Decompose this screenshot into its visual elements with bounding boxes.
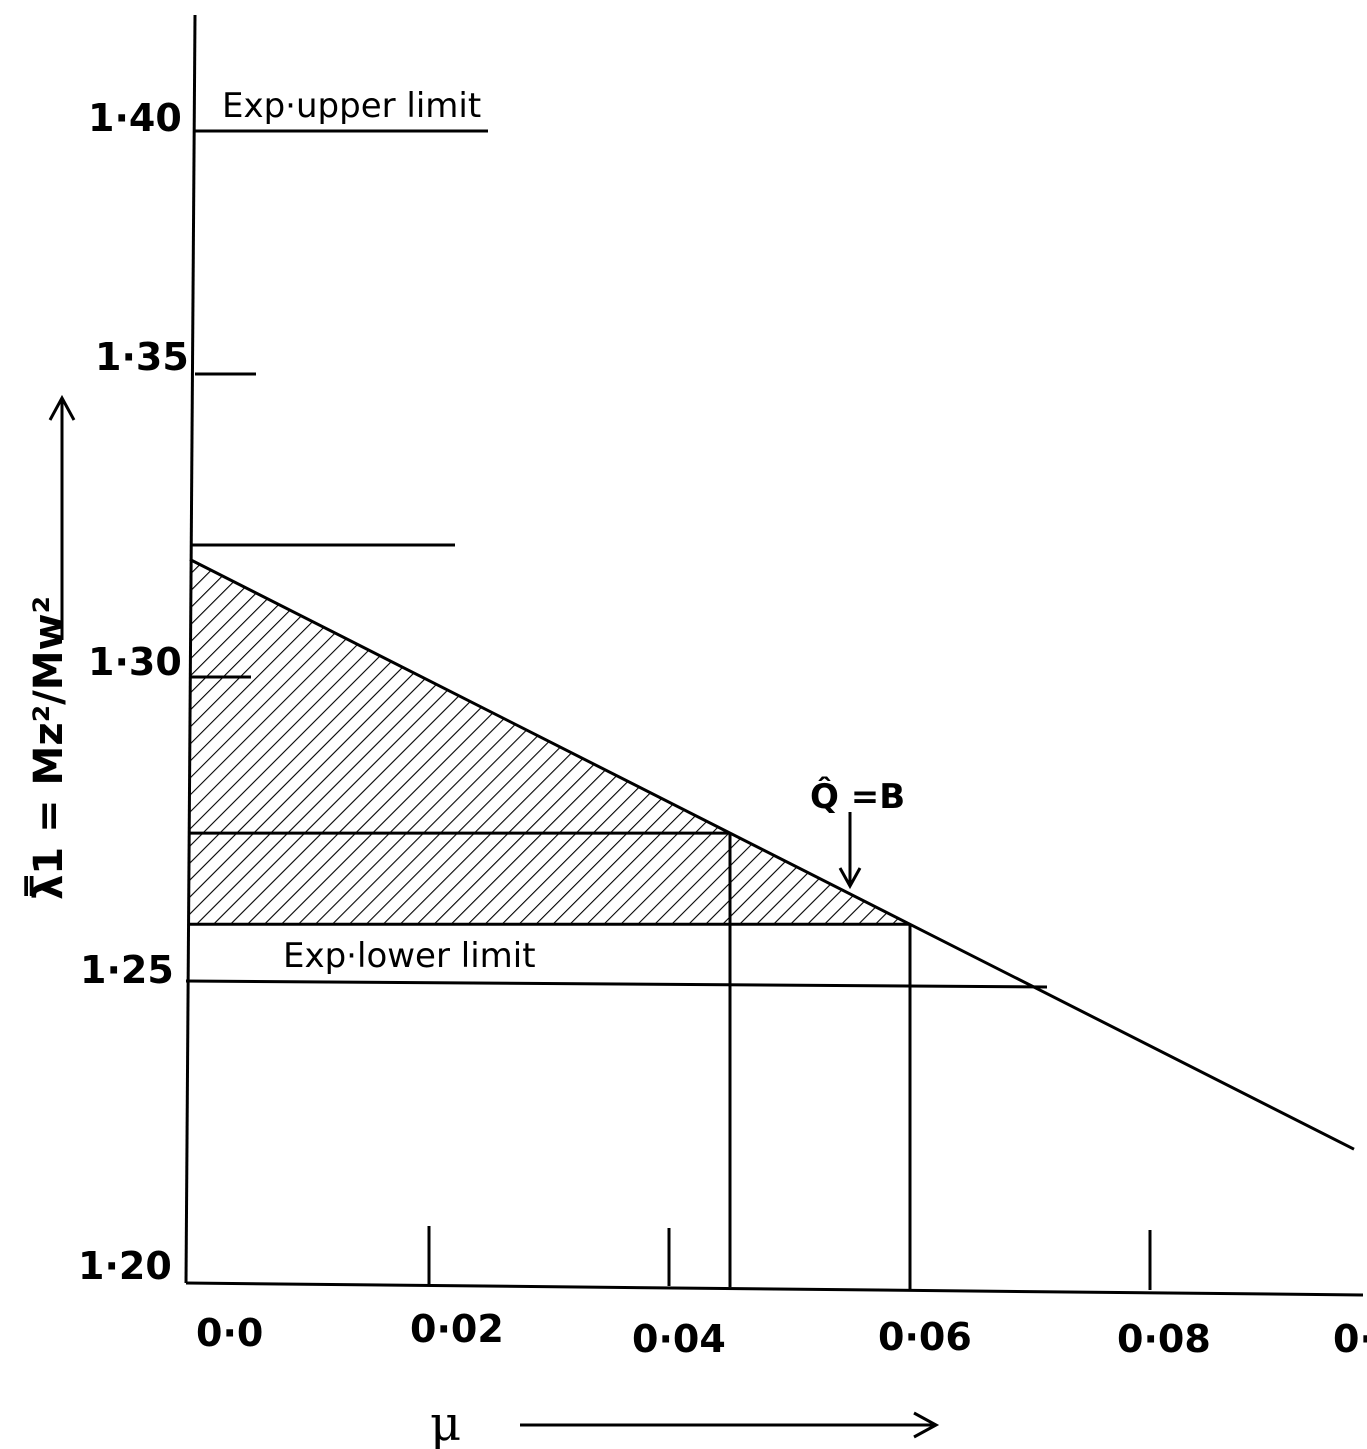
y-axis-title-arrow-head — [48, 394, 76, 421]
y-axis-title: λ̿1 = Mz²/Mw² — [24, 596, 72, 900]
x-tick-label-0-0: 0·0 — [196, 1311, 263, 1355]
lower-limit-line — [185, 979, 1048, 989]
x-axis-line — [185, 1281, 1364, 1297]
upper-limit-label: Exp·upper limit — [222, 86, 481, 126]
point-b-annotation: Q̂ =B — [810, 776, 905, 817]
y-tick-label-1-20: 1·20 — [78, 1244, 172, 1288]
x-tick-label-truncated: 0· — [1333, 1317, 1367, 1361]
x-tick-label-0-02: 0·02 — [410, 1307, 504, 1351]
x-axis-title: μ — [430, 1396, 461, 1449]
lower-limit-label: Exp·lower limit — [283, 936, 536, 976]
y-tick-label-1-25: 1·25 — [80, 948, 174, 992]
y-ticks: 1·40 1·35 1·30 1·25 1·20 — [78, 96, 455, 1288]
series-line — [189, 558, 1355, 1151]
point-b-arrow-head — [838, 867, 862, 890]
x-tick-label-0-08: 0·08 — [1117, 1317, 1211, 1361]
y-tick-label-1-30: 1·30 — [88, 640, 182, 684]
x-tick-label-0-06: 0·06 — [878, 1315, 972, 1359]
y-tick-label-1-35: 1·35 — [95, 335, 189, 379]
x-tick-label-0-04: 0·04 — [632, 1317, 726, 1361]
y-axis-line — [184, 14, 197, 1284]
x-axis-title-arrow-head — [913, 1411, 940, 1439]
x-ticks: 0·0 0·02 0·04 0·06 0·08 0· — [196, 1226, 1367, 1361]
y-tick-label-1-40: 1·40 — [88, 96, 182, 140]
